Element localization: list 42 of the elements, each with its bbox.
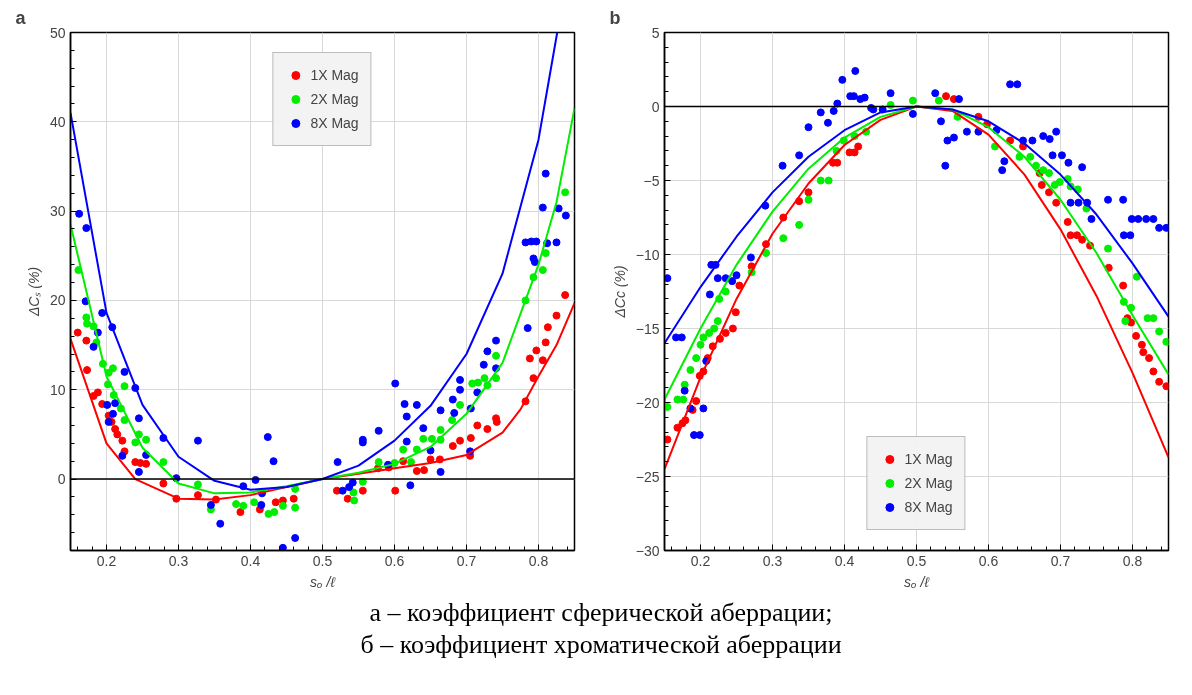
y-tick-label: 10 [49,381,66,398]
text: б – коэффициент хроматической аберрации [360,630,842,659]
x-tick-label: 0.4 [834,552,855,569]
x-tick-label: 0.6 [978,552,999,569]
y-tick-label: 30 [49,203,66,220]
y-tick-label: −20 [635,394,660,411]
y-tick-label: 50 [49,24,66,41]
y-tick-label: −30 [635,542,660,559]
x-tick-label: 0.7 [456,552,477,569]
x-tick-label: 0.6 [384,552,405,569]
y-tick-label: −5 [643,172,660,189]
x-tick-label: 0.4 [240,552,261,569]
x-tick-label: 0.3 [168,552,189,569]
x-axis-title: sₒ /ℓ [310,573,336,590]
y-tick-label: 0 [651,98,660,115]
x-tick-label: 0.2 [96,552,117,569]
y-tick-label: 40 [49,113,66,130]
y-tick-label: −25 [635,468,660,485]
y-tick-label: 5 [651,24,660,41]
x-tick-label: 0.5 [906,552,927,569]
y-tick-label: −10 [635,246,660,263]
y-tick-label: 0 [57,471,66,488]
legend-label: 1X Mag [904,451,953,467]
y-axis-title: ΔCₛ (%) [25,266,42,318]
y-tick-label: 20 [49,292,66,309]
legend-label: 2X Mag [310,91,359,107]
x-tick-label: 0.8 [528,552,549,569]
legend-label: 8X Mag [904,499,953,515]
x-tick-label: 0.8 [1122,552,1143,569]
x-tick-label: 0.3 [762,552,783,569]
chart-title: a [15,7,27,28]
x-tick-label: 0.5 [312,552,333,569]
x-tick-label: 0.2 [690,552,711,569]
legend-label: 8X Mag [310,115,359,131]
text: а – коэффициент сферической аберрации; [369,598,833,627]
x-tick-label: 0.7 [1050,552,1071,569]
legend-label: 1X Mag [310,67,359,83]
chart-title: b [609,7,621,28]
y-axis-title: ΔCc (%) [611,265,628,319]
x-axis-title: sₒ /ℓ [904,573,930,590]
legend-label: 2X Mag [904,475,953,491]
y-tick-label: −15 [635,320,660,337]
